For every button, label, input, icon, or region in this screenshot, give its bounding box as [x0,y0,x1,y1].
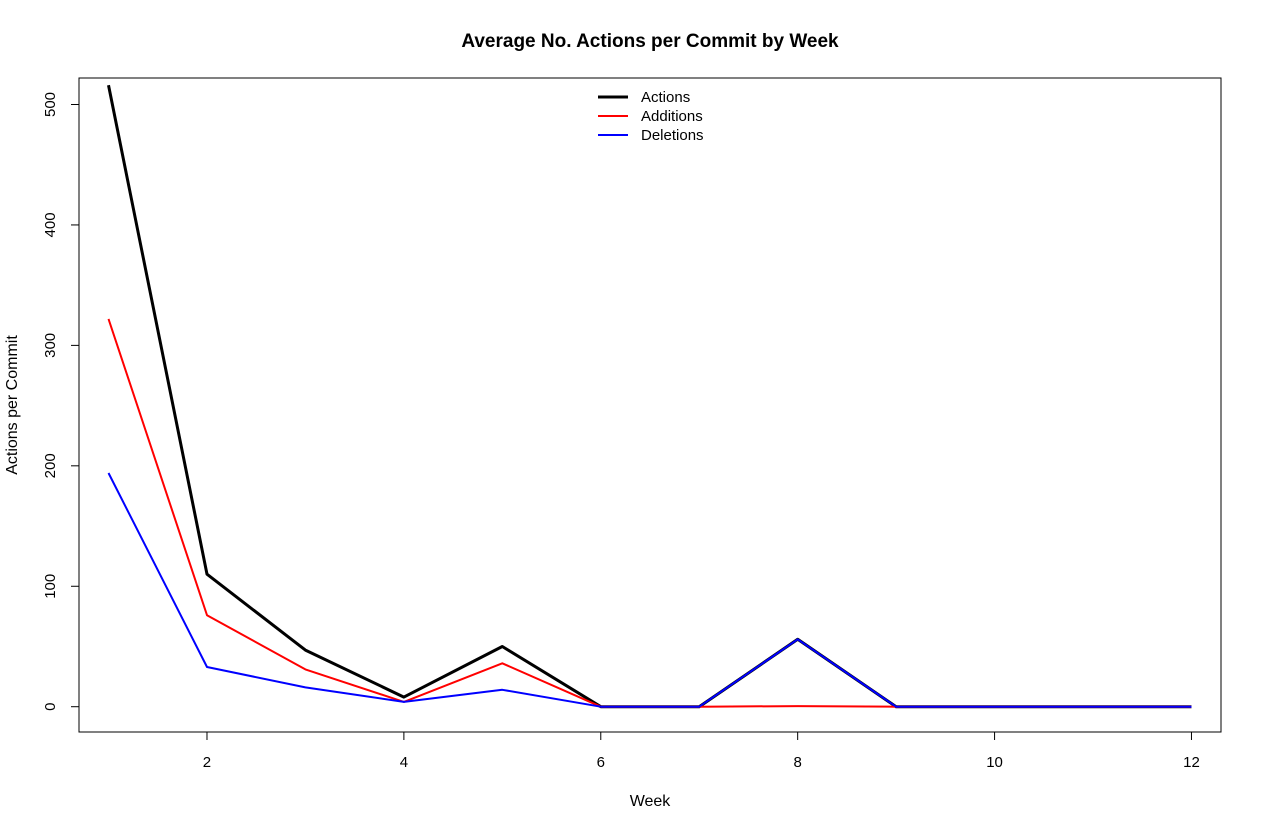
legend-label: Deletions [641,127,704,144]
x-tick-label: 12 [1183,754,1200,771]
chart-title: Average No. Actions per Commit by Week [461,31,839,52]
y-tick-label: 300 [42,333,59,358]
series-line-actions [107,84,1192,709]
x-axis-title: Week [630,793,672,810]
legend-label: Additions [641,108,703,125]
series-line-additions [107,318,1192,708]
x-tick-label: 10 [986,754,1003,771]
x-tick-label: 8 [794,754,802,771]
plot-frame [78,77,1222,733]
y-tick-label: 400 [42,212,59,237]
x-axis: 2 4 6 8 10 12 [203,731,1200,771]
y-tick-label: 0 [42,703,59,711]
x-tick-label: 2 [203,754,211,771]
series-line-deletions [107,472,1192,708]
y-axis: 0 100 200 300 400 500 [42,92,80,711]
x-tick-label: 4 [400,754,408,771]
y-tick-label: 200 [42,453,59,478]
y-tick-label: 500 [42,92,59,117]
y-tick-label: 100 [42,574,59,599]
x-tick-label: 6 [597,754,605,771]
legend-label: Actions [641,89,690,106]
series-lines [107,84,1192,709]
legend: Actions Additions Deletions [598,89,704,144]
y-axis-title: Actions per Commit [4,335,21,475]
